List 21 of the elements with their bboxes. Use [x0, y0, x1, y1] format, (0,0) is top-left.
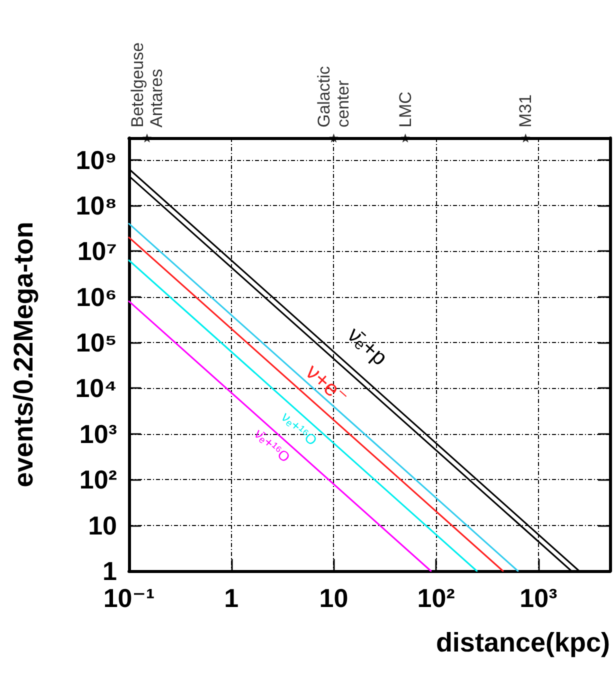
x-tick-label: 10⁻¹ [103, 583, 155, 613]
y-tick-label: 10⁶ [76, 282, 117, 312]
y-tick-label: 10 [88, 510, 117, 540]
data-label: M31 [516, 94, 536, 128]
y-tick-label: 10⁷ [77, 236, 117, 266]
y-tick-label: 10⁵ [76, 328, 117, 358]
y-tick-label: 1 [102, 556, 117, 586]
x-tick-label: 10² [417, 583, 456, 613]
y-tick-label: 10³ [79, 418, 118, 449]
x-tick-label: 10 [319, 583, 348, 613]
y-tick-label: 10⁹ [76, 144, 117, 175]
data-label: Betelgeuse Antares [128, 42, 166, 128]
data-label: Galactic center [314, 66, 353, 128]
x-axis-title: distance(kpc) [436, 628, 610, 658]
y-axis-title: events/0.22Mega-ton [8, 222, 38, 488]
y-tick-label: 10⁴ [75, 373, 117, 404]
y-tick-label: 10⁸ [76, 190, 117, 220]
y-tick-label: 10² [79, 464, 118, 495]
x-tick-label: 10³ [520, 583, 558, 613]
x-tick-label: 1 [224, 583, 239, 613]
data-label: LMC [396, 92, 415, 128]
